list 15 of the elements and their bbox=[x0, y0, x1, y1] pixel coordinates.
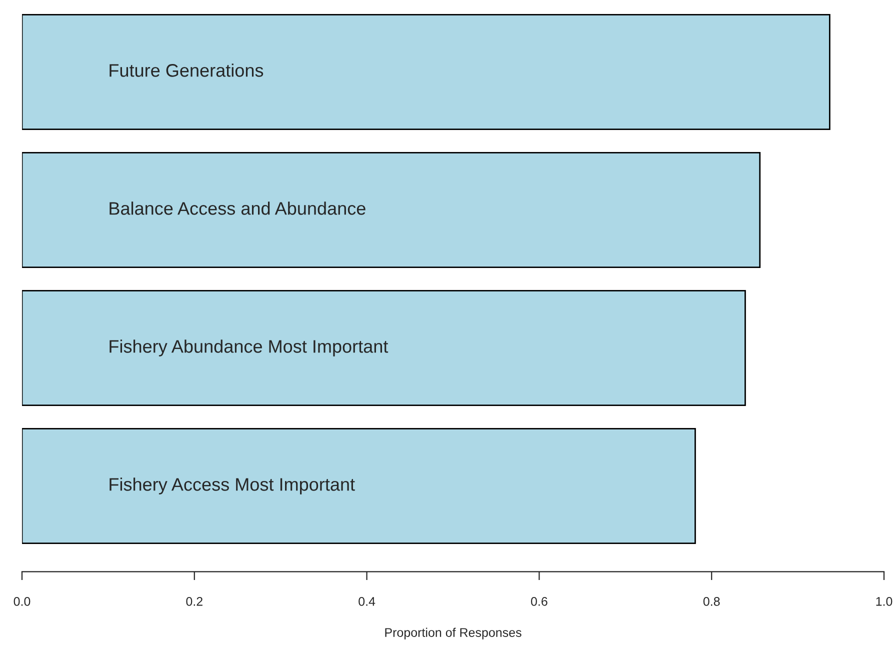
y-tick-label: Balance Access and Abundance bbox=[110, 202, 366, 215]
bar bbox=[22, 14, 830, 130]
y-tick-label: Future Generations bbox=[110, 64, 264, 77]
x-tick-label: 0.2 bbox=[186, 596, 202, 606]
y-tick-label: Fishery Abundance Most Important bbox=[110, 340, 388, 356]
x-tick-label: 1.0 bbox=[876, 596, 892, 606]
bar bbox=[22, 152, 761, 268]
bar bbox=[22, 290, 746, 406]
x-tick-label: 0.4 bbox=[358, 596, 376, 606]
x-tick-label: 0.0 bbox=[14, 596, 30, 606]
x-tick-label: 0.8 bbox=[703, 596, 720, 606]
x-tick-label: 0.6 bbox=[531, 596, 548, 606]
x-axis-title: Proportion of Responses bbox=[385, 628, 522, 640]
bar bbox=[22, 428, 696, 544]
y-tick-label: Fishery Access Most Important bbox=[110, 478, 355, 494]
